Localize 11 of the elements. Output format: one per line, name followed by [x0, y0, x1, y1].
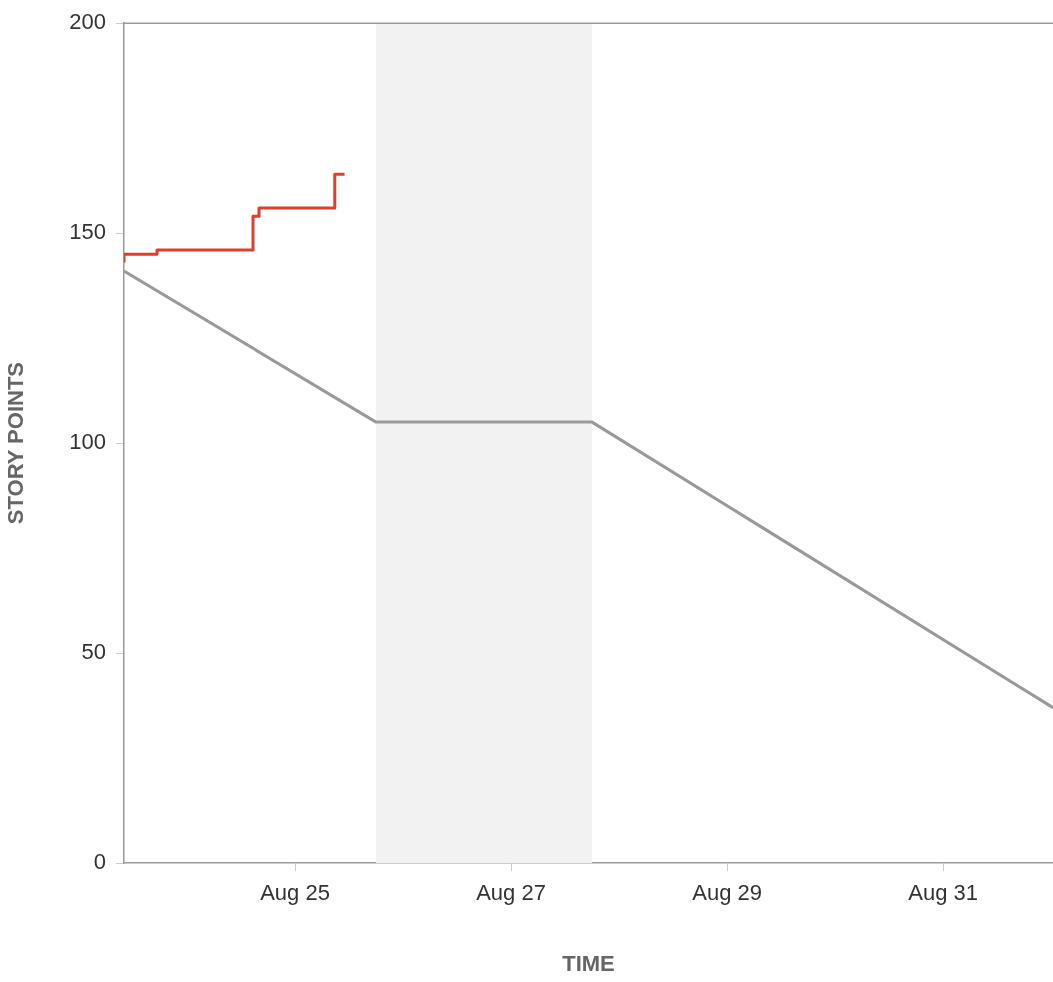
y-tick-label: 50: [81, 639, 106, 665]
y-tick-label: 0: [93, 849, 106, 875]
y-tick-label: 100: [69, 429, 106, 455]
y-axis-title: STORY POINTS: [3, 362, 29, 525]
y-tick-label: 150: [69, 219, 106, 245]
x-tick-label: Aug 25: [260, 880, 330, 906]
x-tick-label: Aug 31: [908, 880, 978, 906]
x-tick-label: Aug 29: [692, 880, 762, 906]
y-tick-label: 200: [69, 9, 106, 35]
x-axis-title: TIME: [562, 950, 615, 976]
x-tick-label: Aug 27: [476, 880, 546, 906]
